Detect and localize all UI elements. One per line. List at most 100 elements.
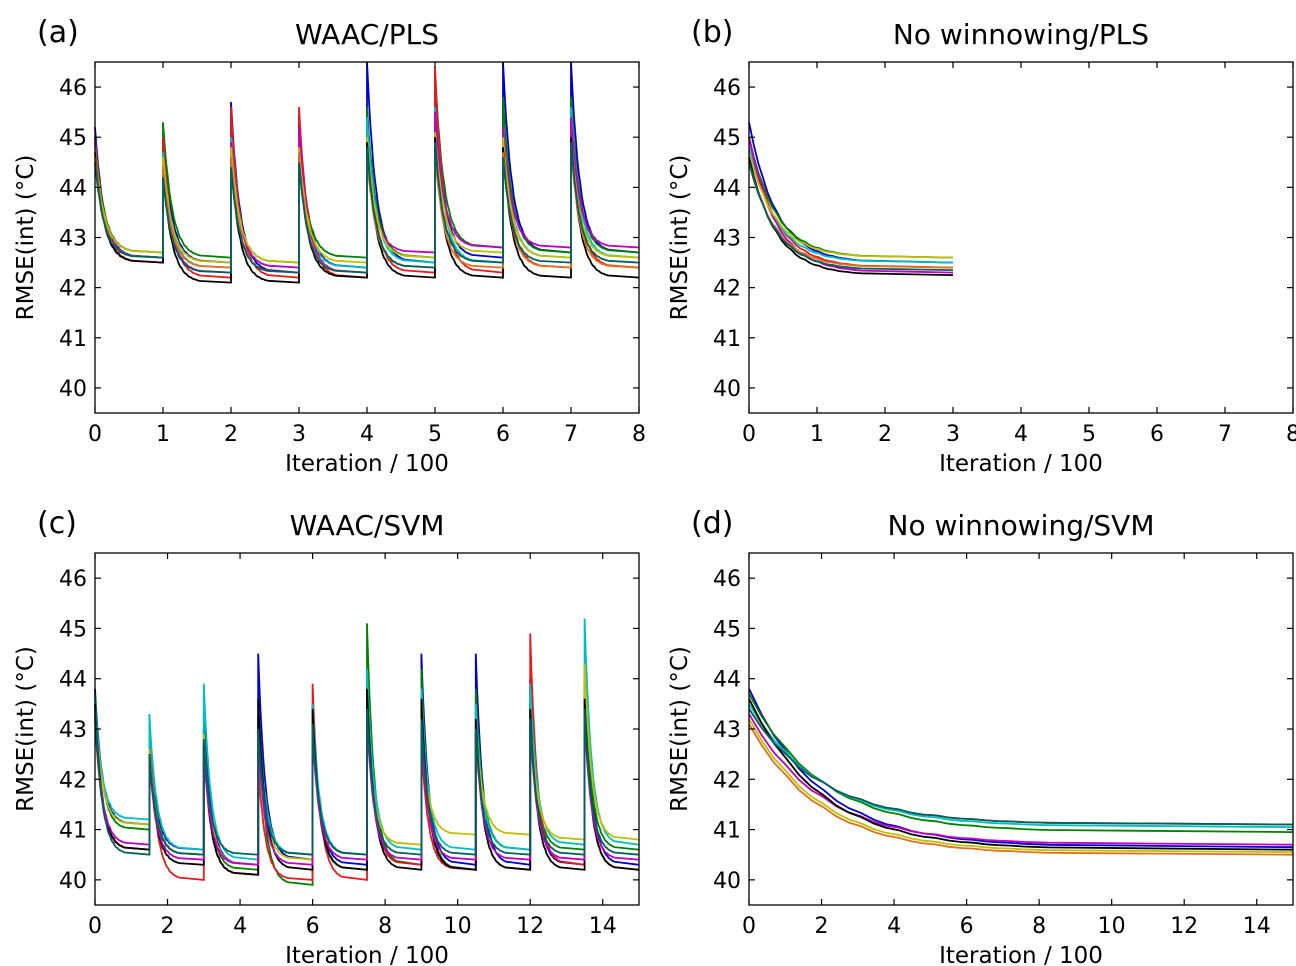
- x-tick-label: 0: [88, 914, 102, 939]
- x-axis-label: Iteration / 100: [285, 451, 449, 477]
- x-tick-label: 4: [233, 914, 247, 939]
- panel-tag: (d): [691, 506, 733, 541]
- x-tick-label: 0: [742, 914, 756, 939]
- x-tick-label: 2: [161, 914, 175, 939]
- x-tick-label: 1: [156, 422, 170, 447]
- plot-frame: [748, 61, 1294, 414]
- x-tick-label: 6: [306, 914, 320, 939]
- y-tick-label: 45: [713, 617, 741, 642]
- y-tick-label: 43: [59, 227, 87, 252]
- y-tick-label: 43: [59, 718, 87, 743]
- x-tick-label: 8: [378, 914, 392, 939]
- series-line-yellow: [748, 718, 1294, 854]
- y-axis-label: RMSE(int) (°C): [667, 155, 693, 321]
- x-tick-label: 0: [88, 422, 102, 447]
- x-tick-label: 14: [1243, 914, 1271, 939]
- x-tick-label: 2: [224, 422, 238, 447]
- panel-tag: (b): [691, 15, 733, 50]
- y-tick-label: 43: [713, 227, 741, 252]
- x-tick-label: 12: [1170, 914, 1198, 939]
- x-tick-label: 4: [1014, 422, 1028, 447]
- x-axis-label: Iteration / 100: [285, 943, 449, 966]
- chart-title: WAAC/SVM: [290, 509, 445, 542]
- y-tick-label: 40: [713, 377, 741, 402]
- series-line-red: [748, 708, 1294, 826]
- x-axis-label: Iteration / 100: [939, 451, 1103, 477]
- x-tick-label: 4: [887, 914, 901, 939]
- series-line-red: [748, 137, 954, 269]
- y-tick-label: 44: [713, 668, 741, 693]
- x-tick-label: 14: [589, 914, 617, 939]
- panel-tag: (c): [37, 506, 77, 541]
- chart-title: No winnowing/PLS: [893, 18, 1149, 51]
- series-line-green: [748, 693, 1294, 833]
- series-line-cyan: [748, 146, 954, 264]
- x-tick-label: 8: [1286, 422, 1296, 447]
- y-tick-label: 46: [59, 567, 87, 592]
- x-tick-label: 0: [742, 422, 756, 447]
- series-line-teal: [748, 162, 954, 271]
- x-tick-label: 8: [1032, 914, 1046, 939]
- y-tick-label: 45: [59, 126, 87, 151]
- x-tick-label: 1: [810, 422, 824, 447]
- x-tick-label: 3: [946, 422, 960, 447]
- series-line-teal: [748, 708, 1294, 826]
- x-tick-label: 10: [1098, 914, 1126, 939]
- y-tick-label: 44: [59, 668, 87, 693]
- x-tick-label: 2: [815, 914, 829, 939]
- y-tick-label: 45: [59, 617, 87, 642]
- x-tick-label: 12: [516, 914, 544, 939]
- y-tick-label: 40: [713, 869, 741, 894]
- panel-tag: (a): [37, 15, 79, 50]
- x-tick-label: 3: [292, 422, 306, 447]
- series-line-black: [748, 698, 1294, 851]
- y-tick-label: 44: [59, 176, 87, 201]
- x-tick-label: 5: [428, 422, 442, 447]
- series-line-magenta: [748, 137, 954, 274]
- x-tick-label: 8: [632, 422, 646, 447]
- y-axis-label: RMSE(int) (°C): [13, 646, 39, 812]
- chart-title: WAAC/PLS: [295, 18, 439, 51]
- y-tick-label: 46: [59, 76, 87, 101]
- x-tick-label: 7: [564, 422, 578, 447]
- x-tick-label: 5: [1082, 422, 1096, 447]
- x-tick-label: 4: [360, 422, 374, 447]
- x-tick-label: 2: [878, 422, 892, 447]
- y-tick-label: 42: [59, 768, 87, 793]
- x-tick-label: 6: [496, 422, 510, 447]
- x-tick-label: 6: [1150, 422, 1164, 447]
- y-axis-label: RMSE(int) (°C): [13, 155, 39, 321]
- y-tick-label: 46: [713, 567, 741, 592]
- series-line-orange: [748, 162, 954, 269]
- chart-title: No winnowing/SVM: [888, 509, 1155, 542]
- y-tick-label: 42: [713, 277, 741, 302]
- y-tick-label: 40: [59, 377, 87, 402]
- series-line-green: [748, 136, 954, 259]
- y-tick-label: 42: [59, 277, 87, 302]
- y-tick-label: 41: [59, 327, 87, 352]
- y-tick-label: 44: [713, 176, 741, 201]
- y-tick-label: 43: [713, 718, 741, 743]
- y-tick-label: 41: [59, 819, 87, 844]
- x-tick-label: 6: [960, 914, 974, 939]
- x-tick-label: 10: [444, 914, 472, 939]
- series-line-blue: [748, 122, 954, 264]
- y-tick-label: 40: [59, 869, 87, 894]
- y-tick-label: 45: [713, 126, 741, 151]
- series-line-teal: [94, 708, 640, 856]
- series-line-yellow: [748, 152, 954, 259]
- series-line-magenta: [748, 713, 1294, 846]
- y-tick-label: 42: [713, 768, 741, 793]
- y-axis-label: RMSE(int) (°C): [667, 646, 693, 812]
- y-tick-label: 41: [713, 819, 741, 844]
- y-tick-label: 41: [713, 327, 741, 352]
- y-tick-label: 46: [713, 76, 741, 101]
- series-line-teal: [94, 142, 640, 274]
- series-line-orange: [748, 723, 1294, 856]
- x-axis-label: Iteration / 100: [939, 943, 1103, 966]
